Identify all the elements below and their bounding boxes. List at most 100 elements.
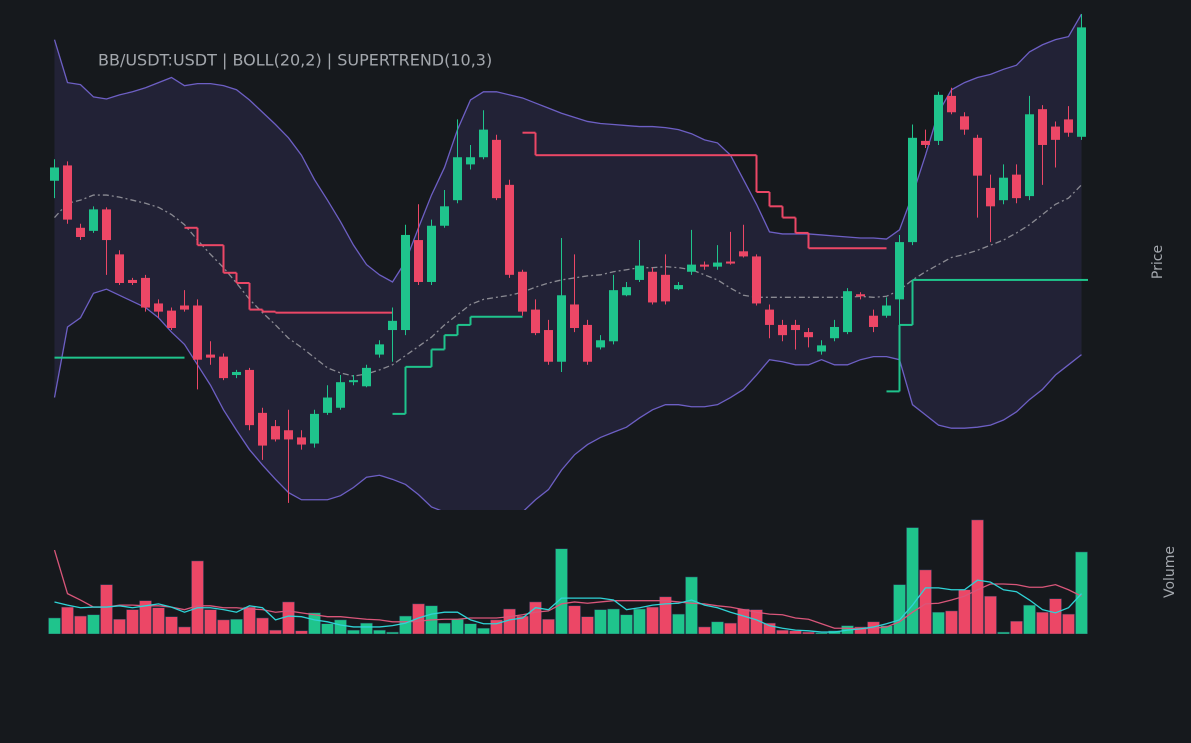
candle-body (531, 309, 540, 334)
candle-body (297, 437, 306, 445)
volume-bar (243, 606, 256, 634)
candle-body (284, 430, 293, 440)
candle-body (713, 262, 722, 267)
candle-body (1025, 114, 1034, 197)
volume-bar (1010, 620, 1023, 634)
candle-body (986, 187, 995, 207)
volume-bar (152, 607, 165, 634)
candle-body (622, 287, 631, 296)
candle-body (674, 285, 683, 290)
candle-body (609, 290, 618, 342)
volume-bar (620, 614, 633, 634)
candle-body (505, 184, 514, 275)
volume-bar (724, 622, 737, 634)
candle-body (479, 129, 488, 158)
volume-bar (568, 605, 581, 634)
candle-body (1064, 119, 1073, 133)
candle-body (869, 315, 878, 327)
candle-body (271, 426, 280, 440)
candle-body (752, 256, 761, 304)
candle-body (310, 413, 319, 444)
candle-body (765, 309, 774, 325)
volume-bar (750, 609, 763, 634)
volume-bar (919, 569, 932, 634)
candle-body (882, 305, 891, 316)
candle-body (557, 295, 566, 362)
volume-bar (399, 615, 412, 634)
volume-bar (74, 615, 87, 634)
volume-bar (542, 619, 555, 634)
candle-body (336, 382, 345, 408)
candle-body (128, 279, 137, 284)
candle-body (687, 264, 696, 272)
candle-body (739, 251, 748, 257)
volume-bar (1075, 551, 1088, 634)
candle-body (1077, 27, 1086, 137)
candle-body (232, 371, 241, 376)
volume-bar (529, 601, 542, 634)
candle-body (570, 304, 579, 328)
volume-bar (282, 601, 295, 634)
volume-bar (230, 619, 243, 634)
candle-body (908, 137, 917, 243)
candle-body (180, 305, 189, 310)
band-fill (54, 14, 1082, 510)
candle-body (661, 274, 670, 302)
candle-body (245, 369, 254, 426)
candle-body (141, 277, 150, 308)
candle-body (258, 412, 267, 446)
volume-bar (1036, 611, 1049, 634)
chart-title: BB/USDT:USDT | BOLL(20,2) | SUPERTREND(1… (98, 51, 492, 70)
volume-bar (516, 615, 529, 634)
volume-bar (100, 584, 113, 634)
volume-bar (191, 560, 204, 634)
candle-body (1012, 174, 1021, 199)
volume-bar (256, 617, 269, 634)
candle-body (999, 177, 1008, 201)
volume-bar (165, 616, 178, 634)
volume-bar (373, 629, 386, 634)
volume-bar (633, 608, 646, 634)
volume-bar (594, 609, 607, 634)
volume-bar (698, 626, 711, 634)
candle-body (453, 157, 462, 201)
candle-body (323, 397, 332, 413)
volume-bar (945, 610, 958, 634)
volume-bar (451, 619, 464, 634)
volume-bar (711, 621, 724, 634)
volume-bar (737, 608, 750, 634)
volume-bar (269, 629, 282, 634)
volume-bar (802, 631, 815, 634)
volume-bar (464, 623, 477, 634)
volume-bar (607, 608, 620, 634)
candle-body (219, 356, 228, 379)
candle-body (115, 254, 124, 284)
line (53, 549, 1082, 630)
volume-bar (1062, 613, 1075, 634)
candle-body (206, 354, 215, 358)
candle-body (544, 330, 553, 362)
volume-bar (113, 619, 126, 634)
candle-body (947, 95, 956, 113)
candle-body (89, 209, 98, 231)
volume-bar (581, 616, 594, 634)
candle-body (50, 167, 59, 181)
candle-body (960, 116, 969, 130)
candle-body (635, 265, 644, 280)
line (53, 288, 1082, 510)
volume-bar (789, 630, 802, 634)
candle-body (934, 94, 943, 141)
candle-body (401, 234, 410, 331)
candle-body (804, 332, 813, 338)
volume-bar (646, 606, 659, 634)
candle-body (414, 240, 423, 282)
volume-bar (477, 627, 490, 634)
volume-bar (854, 626, 867, 634)
volume-bar (360, 622, 373, 634)
volume-bar (672, 613, 685, 634)
volume-bar (659, 596, 672, 634)
candle-body (440, 206, 449, 226)
volume-bar (893, 584, 906, 634)
volume-bar (126, 609, 139, 634)
